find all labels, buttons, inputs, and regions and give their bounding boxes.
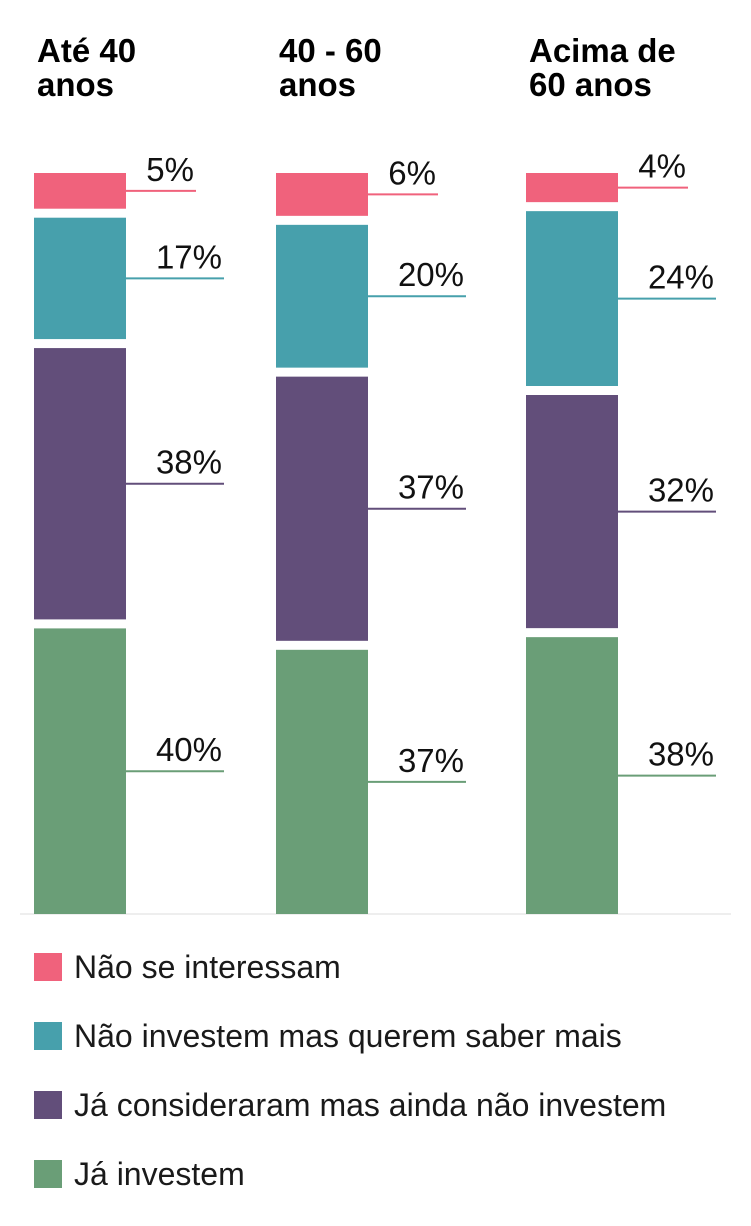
group-title: 60 anos bbox=[529, 66, 652, 103]
legend-item-querem-saber-mais: Não investem mas querem saber mais bbox=[34, 1017, 734, 1054]
bar-segment bbox=[276, 376, 368, 641]
value-label: 6% bbox=[388, 154, 436, 191]
legend-item-ja-consideraram: Já consideraram mas ainda não investem bbox=[34, 1086, 734, 1123]
group-title: anos bbox=[37, 66, 114, 103]
legend-label: Não investem mas querem saber mais bbox=[74, 1017, 622, 1054]
legend-swatch-ja-investem bbox=[34, 1160, 62, 1188]
value-label: 38% bbox=[648, 736, 714, 773]
legend-label: Já consideraram mas ainda não investem bbox=[74, 1086, 667, 1123]
bar-segment bbox=[526, 395, 618, 629]
legend-label: Já investem bbox=[74, 1155, 245, 1192]
group-title: 40 - 60 bbox=[279, 32, 382, 69]
legend-swatch-querem-saber-mais bbox=[34, 1022, 62, 1050]
value-label: 37% bbox=[398, 742, 464, 779]
group-title: Até 40 bbox=[37, 32, 136, 69]
bar-segment bbox=[34, 217, 126, 340]
value-label: 17% bbox=[156, 238, 222, 275]
legend-item-ja-investem: Já investem bbox=[34, 1155, 734, 1192]
legend-label: Não se interessam bbox=[74, 948, 341, 985]
value-label: 37% bbox=[398, 469, 464, 506]
bar-segment bbox=[276, 173, 368, 216]
value-label: 24% bbox=[648, 259, 714, 296]
bar-segment bbox=[526, 637, 618, 914]
bar-segment bbox=[34, 173, 126, 209]
legend-item-nao-se-interessam: Não se interessam bbox=[34, 948, 734, 985]
bar-segment bbox=[276, 649, 368, 914]
bar-segment bbox=[34, 628, 126, 914]
value-label: 40% bbox=[156, 731, 222, 768]
value-label: 4% bbox=[638, 148, 686, 185]
bar-segment bbox=[526, 211, 618, 386]
group-title: Acima de bbox=[529, 32, 676, 69]
bar-segment bbox=[34, 348, 126, 620]
legend-swatch-nao-se-interessam bbox=[34, 953, 62, 981]
bar-segment bbox=[526, 173, 618, 203]
value-label: 5% bbox=[146, 151, 194, 188]
group-title: anos bbox=[279, 66, 356, 103]
legend: Não se interessam Não investem mas quere… bbox=[34, 948, 734, 1226]
bar-segment bbox=[276, 224, 368, 368]
value-label: 38% bbox=[156, 444, 222, 481]
value-label: 20% bbox=[398, 256, 464, 293]
legend-swatch-ja-consideraram bbox=[34, 1091, 62, 1119]
value-label: 32% bbox=[648, 472, 714, 509]
